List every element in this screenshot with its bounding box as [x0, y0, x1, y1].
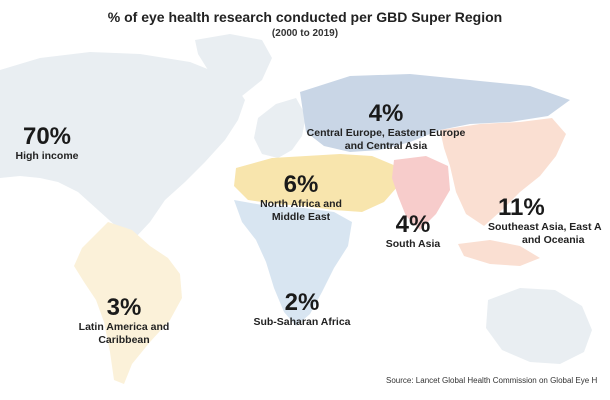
- name-central-europe-line-2: and Central Asia: [344, 140, 428, 152]
- region-shape-north-africa: [234, 154, 398, 212]
- percent-high-income: 70%: [22, 123, 72, 150]
- region-shape-indonesia: [458, 240, 540, 266]
- name-north-africa-line-1: North Africa and: [260, 198, 342, 210]
- name-southeast-asia-line-2: and Oceania: [522, 234, 585, 246]
- region-shape-sub-saharan: [234, 200, 352, 326]
- source-note: Source: Lancet Global Health Commission …: [386, 376, 598, 385]
- percent-north-africa: 6%: [283, 171, 319, 198]
- label-south-asia: 4% South Asia: [384, 212, 442, 251]
- label-latin-america: 3% Latin America and Caribbean: [64, 295, 184, 347]
- map-subtitle: (2000 to 2019): [271, 28, 339, 39]
- percent-central-europe: 4%: [368, 100, 404, 127]
- percent-latin-america: 3%: [106, 294, 142, 321]
- label-southeast-asia: 11% Southeast Asia, East A and Oceania: [488, 195, 610, 247]
- label-high-income: 70% High income: [10, 124, 84, 163]
- label-central-europe: 4% Central Europe, Eastern Europe and Ce…: [306, 101, 466, 153]
- region-shape-south-asia: [392, 156, 450, 230]
- name-sub-saharan: Sub-Saharan Africa: [253, 316, 351, 328]
- label-sub-saharan: 2% Sub-Saharan Africa: [244, 290, 360, 329]
- percent-sub-saharan: 2%: [284, 289, 320, 316]
- region-shape-greenland: [195, 34, 272, 96]
- name-central-europe-line-1: Central Europe, Eastern Europe: [306, 127, 466, 139]
- name-north-africa-line-2: Middle East: [271, 211, 331, 223]
- name-south-asia: South Asia: [385, 238, 441, 250]
- percent-south-asia: 4%: [395, 211, 431, 238]
- region-shape-high-income: [0, 52, 245, 238]
- name-southeast-asia-line-1: Southeast Asia, East A: [488, 221, 602, 233]
- region-shape-latin-america: [74, 222, 182, 384]
- name-high-income: High income: [15, 150, 79, 162]
- percent-southeast-asia: 11%: [498, 195, 545, 221]
- map-title: % of eye health research conducted per G…: [107, 9, 503, 25]
- region-shape-australia: [486, 288, 592, 364]
- region-shape-central-europe: [300, 74, 570, 152]
- label-north-africa: 6% North Africa and Middle East: [246, 172, 356, 224]
- region-shape-southeast-asia: [440, 118, 566, 226]
- name-latin-america-line-2: Caribbean: [98, 334, 150, 346]
- name-latin-america-line-1: Latin America and: [78, 321, 170, 333]
- region-shape-western-europe: [254, 98, 306, 158]
